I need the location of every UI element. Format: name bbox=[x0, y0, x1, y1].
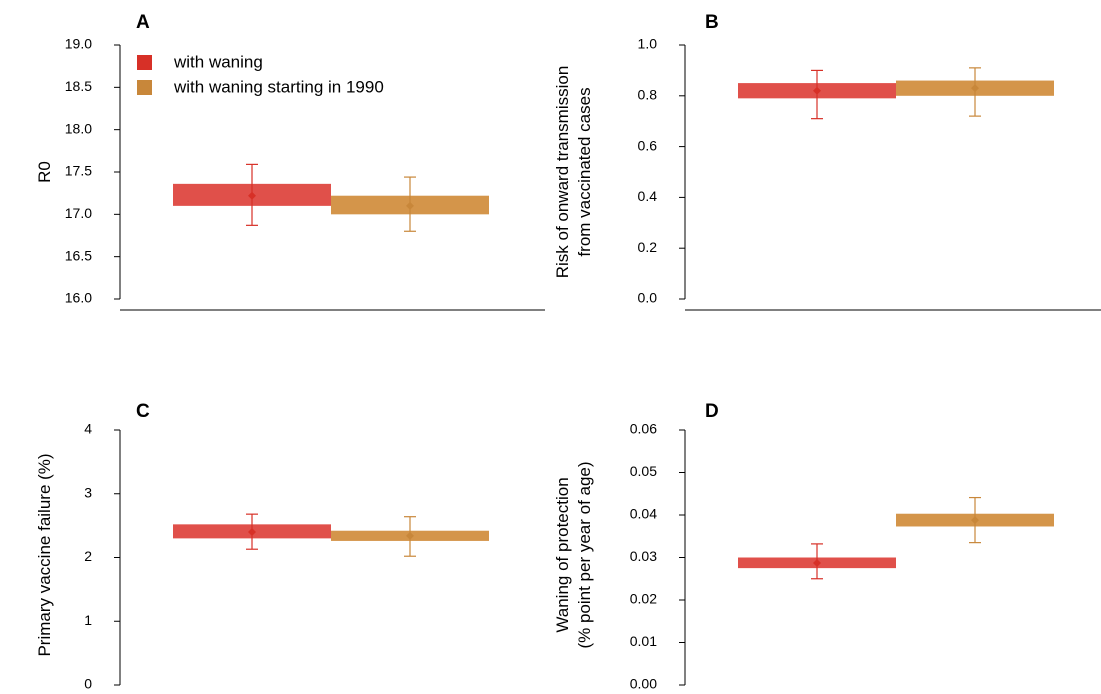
point-estimate bbox=[248, 528, 256, 536]
y-tick-label: 0.4 bbox=[638, 188, 658, 204]
panel-d: D 0.00 0.01 0.02 0.03 0.04 0.05 0.06 Waning of p… bbox=[553, 401, 1054, 692]
y-axis-label-line: from vaccinated cases bbox=[575, 87, 594, 256]
y-tick-label: 0.03 bbox=[630, 548, 657, 564]
y-axis-label: Primary vaccine failure (%) bbox=[35, 453, 54, 656]
y-axis-label-line: Risk of onward transmission bbox=[553, 66, 572, 279]
y-tick-label: 16.5 bbox=[65, 247, 92, 263]
y-tick-label: 0.2 bbox=[638, 239, 658, 255]
legend-swatch bbox=[137, 55, 152, 70]
y-tick-label: 0.05 bbox=[630, 463, 657, 479]
panel-letter: C bbox=[136, 401, 150, 422]
y-tick-label: 0.6 bbox=[638, 137, 658, 153]
panel-a: A 16.0 16.5 17.0 17.5 18.0 18.5 19.0 R0 bbox=[35, 12, 545, 311]
y-tick-label: 0.06 bbox=[630, 421, 657, 437]
y-tick-label: 18.0 bbox=[65, 120, 92, 136]
y-tick-label: 1 bbox=[84, 612, 92, 628]
y-tick-label: 18.5 bbox=[65, 78, 92, 94]
panel-letter: B bbox=[705, 12, 719, 33]
point-estimate bbox=[813, 86, 821, 95]
y-tick-label: 1.0 bbox=[638, 36, 658, 52]
point-estimate bbox=[813, 559, 821, 568]
y-axis-label-line: (% point per year of age) bbox=[575, 461, 594, 648]
panel-c: C 0 1 2 3 4 Primary vaccine failure (%) bbox=[35, 401, 489, 692]
y-tick-label: 0.02 bbox=[630, 591, 657, 607]
y-axis-label-line: R0 bbox=[35, 161, 54, 183]
panel-b: B 0.0 0.2 0.4 0.6 0.8 1.0 Risk of onward transm… bbox=[553, 12, 1101, 311]
y-tick-label: 0.8 bbox=[638, 87, 658, 103]
y-axis-label: Waning of protection (% point per year of… bbox=[553, 461, 594, 648]
y-tick-label: 0.01 bbox=[630, 633, 657, 649]
y-axis-label-line: Waning of protection bbox=[553, 477, 572, 632]
point-estimate bbox=[406, 531, 414, 540]
y-tick-label: 16.0 bbox=[65, 290, 92, 306]
point-estimate bbox=[971, 516, 979, 525]
legend-label: with waning bbox=[173, 52, 263, 71]
y-tick-label: 4 bbox=[84, 421, 92, 437]
y-tick-label: 0.00 bbox=[630, 676, 657, 692]
y-tick-label: 0.0 bbox=[638, 290, 658, 306]
panel-letter: A bbox=[136, 12, 150, 33]
y-axis-label-line: Primary vaccine failure (%) bbox=[35, 453, 54, 656]
y-tick-label: 3 bbox=[84, 484, 92, 500]
y-tick-label: 0 bbox=[84, 676, 92, 692]
panel-letter: D bbox=[705, 401, 719, 422]
point-estimate bbox=[971, 84, 979, 93]
y-tick-label: 0.04 bbox=[630, 506, 657, 522]
point-estimate bbox=[248, 191, 256, 200]
y-axis-label: R0 bbox=[35, 161, 54, 183]
y-tick-label: 17.0 bbox=[65, 205, 92, 221]
chart-panels: A 16.0 16.5 17.0 17.5 18.0 18.5 19.0 R0 B 0.0 0.2 0.… bbox=[35, 12, 1101, 692]
y-tick-label: 17.5 bbox=[65, 163, 92, 179]
y-tick-label: 2 bbox=[84, 548, 92, 564]
legend-label: with waning starting in 1990 bbox=[173, 77, 384, 96]
y-axis-label: Risk of onward transmission from vaccinat… bbox=[553, 66, 594, 279]
y-tick-label: 19.0 bbox=[65, 36, 92, 52]
chart-legend: with waning with waning starting in 1990 bbox=[137, 52, 384, 96]
point-estimate bbox=[406, 201, 414, 210]
legend-swatch bbox=[137, 80, 152, 95]
